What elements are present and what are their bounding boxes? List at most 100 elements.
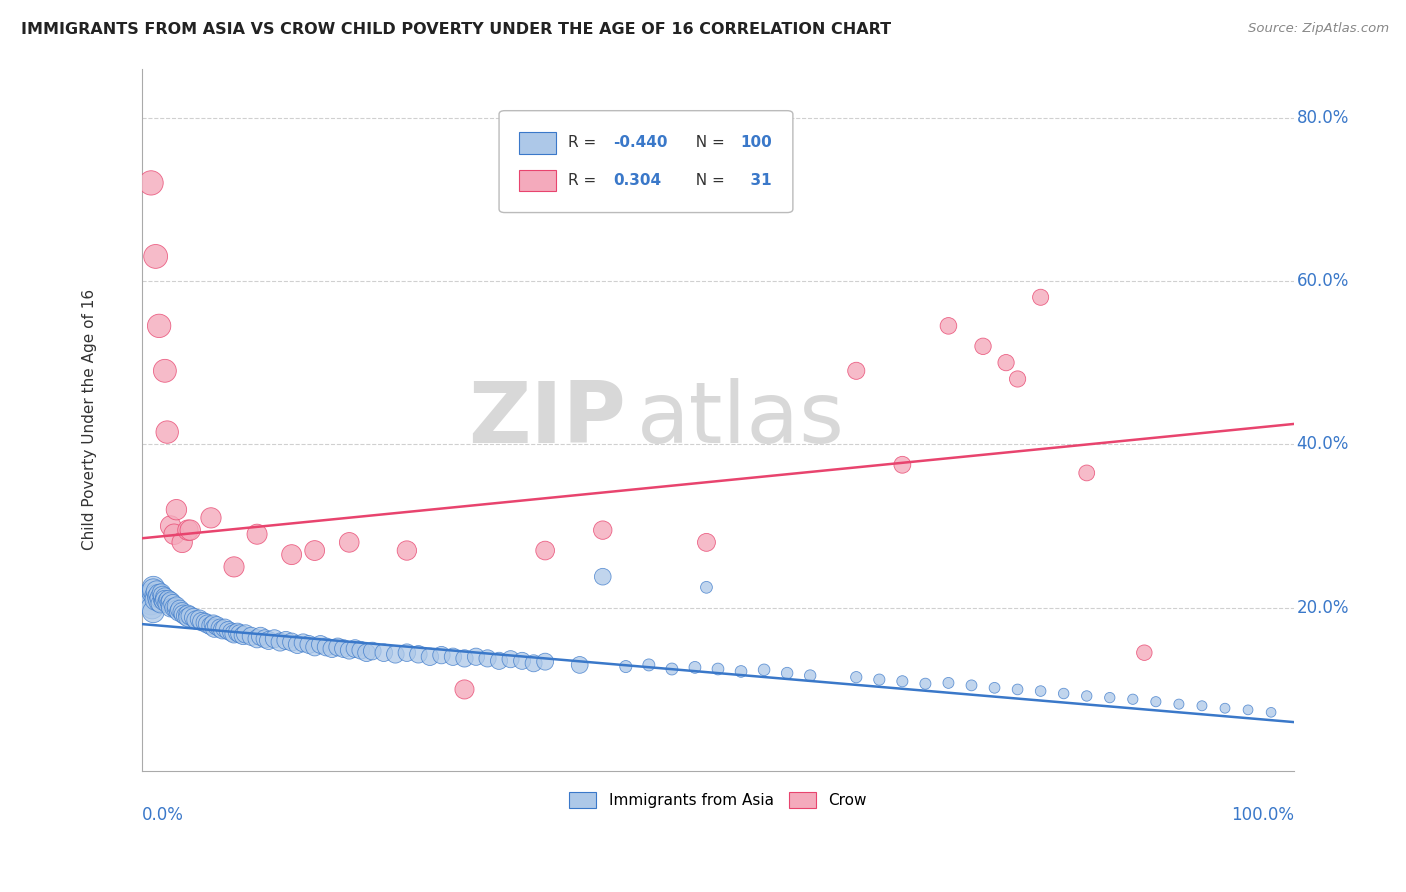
Point xyxy=(226,625,249,640)
Point xyxy=(523,657,546,671)
Point xyxy=(152,592,174,607)
Point xyxy=(337,643,360,657)
Point xyxy=(361,644,384,658)
Point xyxy=(204,621,226,635)
Point xyxy=(695,580,717,594)
Text: Source: ZipAtlas.com: Source: ZipAtlas.com xyxy=(1249,22,1389,36)
Point xyxy=(222,560,245,574)
Point xyxy=(1076,689,1098,703)
Point xyxy=(534,655,557,669)
Point xyxy=(1191,698,1213,713)
Point xyxy=(683,660,706,674)
Point xyxy=(1133,646,1156,660)
Point xyxy=(938,318,960,333)
Point xyxy=(510,654,533,668)
Text: R =: R = xyxy=(568,136,602,151)
Point xyxy=(232,628,254,642)
Point xyxy=(222,627,245,641)
Point xyxy=(419,649,441,664)
Point xyxy=(287,638,309,652)
Point xyxy=(395,543,418,558)
Point xyxy=(1122,692,1144,706)
Point xyxy=(211,623,233,637)
Point xyxy=(200,511,222,525)
Point xyxy=(205,618,228,632)
Point xyxy=(177,607,200,622)
Point xyxy=(350,643,373,657)
Point xyxy=(707,662,730,676)
Point xyxy=(752,663,775,677)
Point xyxy=(172,535,194,549)
Point xyxy=(315,640,337,654)
Point xyxy=(159,596,181,610)
Text: 0.0%: 0.0% xyxy=(142,806,184,824)
Point xyxy=(217,624,239,638)
Text: 40.0%: 40.0% xyxy=(1296,435,1348,453)
Point xyxy=(190,615,212,629)
FancyBboxPatch shape xyxy=(499,111,793,212)
Point xyxy=(972,339,994,353)
Point xyxy=(661,662,683,676)
Point xyxy=(139,176,162,190)
Point xyxy=(637,657,659,672)
Point xyxy=(148,594,170,608)
Point xyxy=(172,607,194,622)
Point xyxy=(1237,703,1260,717)
Text: 100.0%: 100.0% xyxy=(1232,806,1294,824)
Text: 60.0%: 60.0% xyxy=(1296,272,1348,290)
Point xyxy=(356,646,378,660)
Point xyxy=(153,590,176,604)
Point xyxy=(145,589,167,603)
Point xyxy=(592,570,614,584)
Point xyxy=(145,249,167,263)
Point xyxy=(776,666,799,681)
Point xyxy=(148,588,170,602)
Point xyxy=(983,681,1005,695)
Point xyxy=(695,535,717,549)
Text: Child Poverty Under the Age of 16: Child Poverty Under the Age of 16 xyxy=(83,289,97,550)
Point xyxy=(141,600,163,615)
Point xyxy=(153,364,176,378)
Point xyxy=(614,659,637,673)
Point xyxy=(408,648,430,662)
Point xyxy=(174,608,197,623)
Point xyxy=(465,649,488,664)
Legend: Immigrants from Asia, Crow: Immigrants from Asia, Crow xyxy=(562,786,873,814)
Point xyxy=(453,682,475,697)
Point xyxy=(263,632,285,646)
Point xyxy=(1007,682,1029,697)
Point xyxy=(845,670,868,684)
Point xyxy=(960,678,983,692)
Point xyxy=(139,597,162,611)
Point xyxy=(1260,706,1282,720)
Point xyxy=(200,618,222,632)
Point xyxy=(156,594,179,608)
Point xyxy=(157,592,180,607)
Point xyxy=(235,627,257,641)
Point xyxy=(150,586,173,600)
Point xyxy=(167,605,190,619)
Point xyxy=(165,602,187,616)
Point xyxy=(152,589,174,603)
Point xyxy=(1053,686,1076,700)
Point xyxy=(488,654,510,668)
Point xyxy=(142,605,165,619)
Point xyxy=(1167,697,1189,711)
Text: N =: N = xyxy=(686,136,730,151)
Point xyxy=(891,458,914,472)
Point xyxy=(430,648,453,662)
Point xyxy=(257,633,280,648)
Point xyxy=(177,610,200,624)
Point xyxy=(395,646,418,660)
Point xyxy=(246,632,269,646)
Point xyxy=(146,590,169,604)
Point xyxy=(384,648,406,662)
Point xyxy=(221,625,243,640)
Text: IMMIGRANTS FROM ASIA VS CROW CHILD POVERTY UNDER THE AGE OF 16 CORRELATION CHART: IMMIGRANTS FROM ASIA VS CROW CHILD POVER… xyxy=(21,22,891,37)
Point xyxy=(534,543,557,558)
Point xyxy=(159,594,181,608)
Text: 20.0%: 20.0% xyxy=(1296,599,1348,616)
Point xyxy=(891,674,914,689)
Point xyxy=(280,548,302,562)
Point xyxy=(1029,684,1052,698)
